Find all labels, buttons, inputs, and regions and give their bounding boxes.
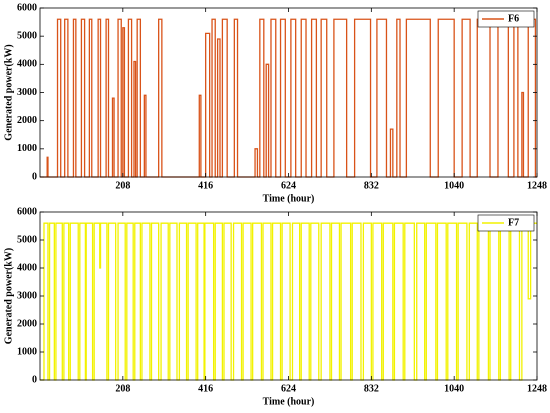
legend-box	[477, 214, 535, 232]
legend-label: F7	[508, 217, 519, 228]
x-tick-label: 624	[281, 180, 296, 191]
x-axis-label: Time (hour)	[263, 193, 315, 204]
y-axis-label: Generated power(kW)	[3, 44, 14, 140]
panel: 0 1000 2000 3000 4000 5000 6000 208 416 624 832 104…	[3, 206, 547, 407]
y-tick-label: 5000	[17, 234, 37, 245]
legend-box	[477, 10, 535, 28]
y-tick-label: 0	[32, 374, 37, 385]
y-tick-label: 2000	[17, 115, 37, 126]
series-line	[40, 222, 537, 381]
x-tick-label: 1040	[444, 180, 464, 191]
x-tick-label: 1248	[527, 383, 547, 394]
y-tick-label: 4000	[17, 59, 37, 70]
x-tick-label: 832	[364, 383, 379, 394]
x-tick-label: 1040	[444, 383, 464, 394]
x-tick-label: 208	[115, 383, 130, 394]
y-tick-label: 3000	[17, 290, 37, 301]
x-tick-label: 1248	[527, 180, 547, 191]
y-tick-label: 5000	[17, 30, 37, 41]
y-tick-label: 6000	[17, 206, 37, 217]
x-tick-label: 416	[198, 180, 213, 191]
y-axis-label: Generated power(kW)	[3, 248, 14, 344]
x-tick-label: 624	[281, 383, 296, 394]
y-tick-label: 1000	[17, 346, 37, 357]
x-tick-label: 416	[198, 383, 213, 394]
x-axis-label: Time (hour)	[263, 396, 315, 407]
x-tick-label: 832	[364, 180, 379, 191]
y-tick-label: 0	[32, 171, 37, 182]
y-tick-label: 3000	[17, 87, 37, 98]
x-tick-label: 208	[115, 180, 130, 191]
y-tick-label: 6000	[17, 2, 37, 13]
y-tick-label: 1000	[17, 143, 37, 154]
panel: 0 1000 2000 3000 4000 5000 6000 208 416 624 832 104…	[3, 2, 547, 204]
y-tick-label: 4000	[17, 262, 37, 273]
legend-label: F6	[508, 13, 519, 24]
plot-area	[40, 212, 537, 380]
y-tick-label: 2000	[17, 318, 37, 329]
